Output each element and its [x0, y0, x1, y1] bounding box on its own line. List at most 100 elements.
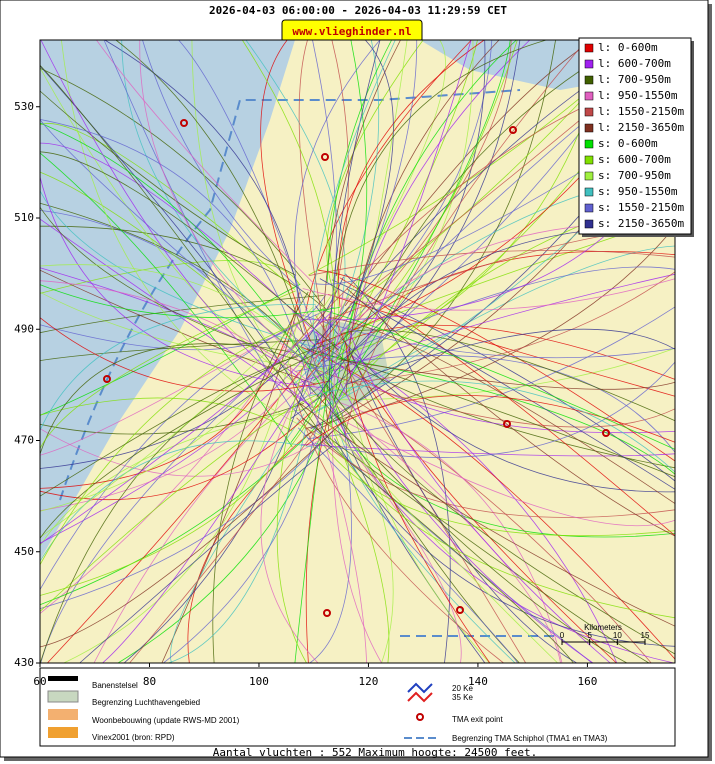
flight-track [39, 290, 296, 449]
legend-text: Begrenzing TMA Schiphol (TMA1 en TMA3) [452, 734, 608, 743]
flight-track [322, 392, 520, 664]
legend-label: s: 1550-2150m [598, 201, 684, 214]
map: Kilometers 0 5 10 15 [36, 39, 676, 667]
flight-track [96, 39, 315, 285]
scale-label: 15 [641, 631, 650, 640]
flight-track [39, 67, 296, 384]
flight-track [314, 314, 527, 664]
flight-track [321, 39, 493, 350]
flight-track [309, 386, 628, 664]
flight-track [295, 273, 676, 385]
flight-track [260, 39, 312, 342]
flight-track [339, 277, 676, 537]
legend-swatch [584, 107, 594, 117]
scale-label: 5 [587, 631, 592, 640]
exit-point [456, 606, 464, 614]
flight-track [260, 408, 319, 664]
legend-label: l: 700-950m [598, 73, 671, 86]
flight-track [63, 325, 297, 664]
flight-track [307, 400, 558, 664]
footer: Aantal vluchten : 552 Maximum hoogte: 24… [213, 746, 538, 759]
flight-track [301, 444, 676, 457]
flight-track [39, 206, 321, 368]
boundary-swatch [47, 690, 79, 703]
flight-track [340, 329, 676, 422]
flight-track [103, 39, 292, 409]
x-tick-label: 140 [468, 675, 488, 688]
legend-label: s: 950-1550m [598, 185, 678, 198]
bottom-legend: Banenstelsel Begrenzing Luchthavengebied… [39, 667, 676, 747]
flight-track [345, 328, 676, 386]
flight-track [344, 271, 676, 384]
flight-track [39, 306, 334, 590]
legend-swatch [584, 59, 594, 69]
legend-swatch [584, 203, 594, 213]
flight-track [79, 445, 333, 664]
flight-track [129, 424, 321, 664]
exit-point [602, 429, 610, 437]
flight-track [178, 39, 329, 373]
flight-track [305, 395, 676, 446]
flight-track [39, 343, 336, 539]
flight-track [297, 427, 519, 664]
flight-track [326, 39, 392, 283]
x-tick-label: 60 [33, 675, 46, 688]
scale-title: Kilometers [584, 623, 622, 632]
legend-text: TMA exit point [452, 715, 503, 724]
site-link[interactable]: www.vlieghinder.nl [292, 25, 411, 38]
flight-track [346, 422, 676, 527]
flight-track [335, 39, 547, 277]
legend-text: Begrenzing Luchthavengebied [92, 698, 200, 707]
flight-track [39, 119, 324, 378]
exit-point [509, 126, 517, 134]
flight-track [39, 425, 318, 606]
flight-track [326, 399, 674, 664]
y-tick-label: 530 [14, 100, 34, 113]
flight-track [39, 284, 340, 319]
legend-text: 35 Ke [452, 693, 473, 702]
legend-swatch [584, 123, 594, 133]
y-tick-label: 470 [14, 434, 34, 447]
flight-track [39, 339, 320, 361]
flight-track [39, 65, 332, 445]
flight-track [323, 347, 676, 401]
flight-track [39, 202, 347, 427]
flight-track [294, 334, 337, 664]
flight-track [334, 39, 630, 400]
legend-swatch [584, 75, 594, 85]
flight-track [338, 39, 511, 397]
flight-track [323, 446, 676, 537]
legend-label: l: 1550-2150m [598, 105, 684, 118]
flight-track [338, 39, 446, 314]
flight-track [317, 269, 676, 462]
flight-track [302, 278, 676, 311]
exit-points [103, 119, 610, 617]
flight-track [39, 190, 317, 349]
flight-track [40, 39, 311, 406]
flight-track [338, 39, 485, 308]
legend: l: 0-600m l: 600-700m l: 700-950m l: 950-15… [578, 37, 694, 237]
flight-track [39, 318, 309, 565]
legend-label: s: 0-600m [598, 137, 658, 150]
flight-track [324, 266, 676, 363]
housing-swatch [48, 709, 78, 720]
flight-track [104, 39, 301, 304]
map-border [39, 39, 676, 664]
legend-swatch [584, 155, 594, 165]
flight-track [39, 341, 335, 664]
flight-track [39, 122, 342, 422]
flight-track [39, 218, 315, 409]
y-tick-label: 430 [14, 656, 34, 669]
flight-track [290, 39, 368, 443]
flight-track [39, 276, 344, 469]
legend-label: l: 600-700m [598, 57, 671, 70]
flight-track [168, 428, 306, 664]
flight-track [299, 402, 676, 627]
flight-track [61, 39, 324, 438]
scale-label: 10 [613, 631, 622, 640]
flight-track [345, 39, 500, 395]
legend-text: 20 Ke [452, 684, 473, 693]
flight-track [294, 39, 381, 372]
flight-track [328, 39, 381, 420]
